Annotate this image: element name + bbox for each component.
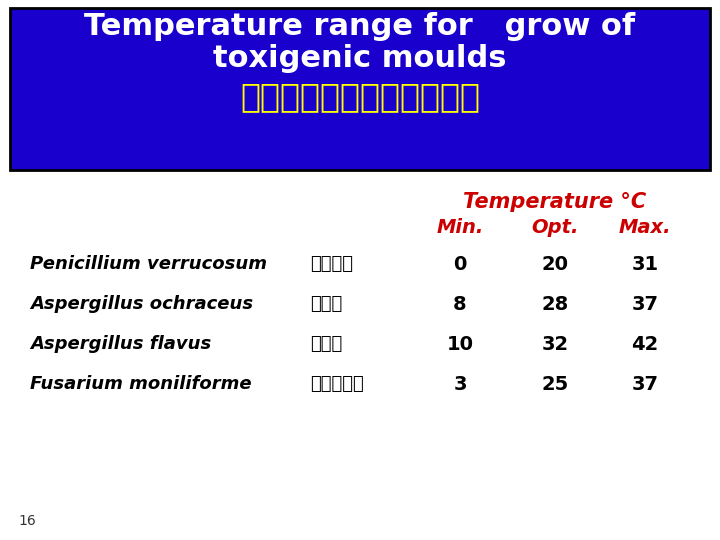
Text: Min.: Min. (436, 218, 484, 237)
Text: 10: 10 (446, 335, 474, 354)
Text: 疣孢青霉: 疣孢青霉 (310, 255, 353, 273)
Text: 20: 20 (541, 255, 569, 274)
Text: 16: 16 (18, 514, 36, 528)
Text: Penicillium verrucosum: Penicillium verrucosum (30, 255, 267, 273)
Text: 28: 28 (541, 295, 569, 314)
Text: 3: 3 (454, 375, 467, 394)
Text: 产毒素霉菌生长的温度范围: 产毒素霉菌生长的温度范围 (240, 80, 480, 113)
Text: Aspergillus ochraceus: Aspergillus ochraceus (30, 295, 253, 313)
Text: 37: 37 (631, 375, 659, 394)
Text: 串珠镰孢霉: 串珠镰孢霉 (310, 375, 364, 393)
Text: 31: 31 (631, 255, 659, 274)
Text: 42: 42 (631, 335, 659, 354)
Text: 37: 37 (631, 295, 659, 314)
Text: Opt.: Opt. (531, 218, 579, 237)
Text: 赫曲霉: 赫曲霉 (310, 295, 342, 313)
Text: 8: 8 (453, 295, 467, 314)
Text: 黄曲霉: 黄曲霉 (310, 335, 342, 353)
Text: 32: 32 (541, 335, 569, 354)
Text: Temperature °C: Temperature °C (464, 192, 647, 212)
Text: Temperature range for   grow of: Temperature range for grow of (84, 12, 636, 41)
Text: Aspergillus flavus: Aspergillus flavus (30, 335, 211, 353)
Bar (10, 8, 710, 170)
Text: 25: 25 (541, 375, 569, 394)
Text: 0: 0 (454, 255, 467, 274)
Text: Fusarium moniliforme: Fusarium moniliforme (30, 375, 251, 393)
Text: Max.: Max. (618, 218, 671, 237)
Text: toxigenic moulds: toxigenic moulds (213, 44, 507, 73)
